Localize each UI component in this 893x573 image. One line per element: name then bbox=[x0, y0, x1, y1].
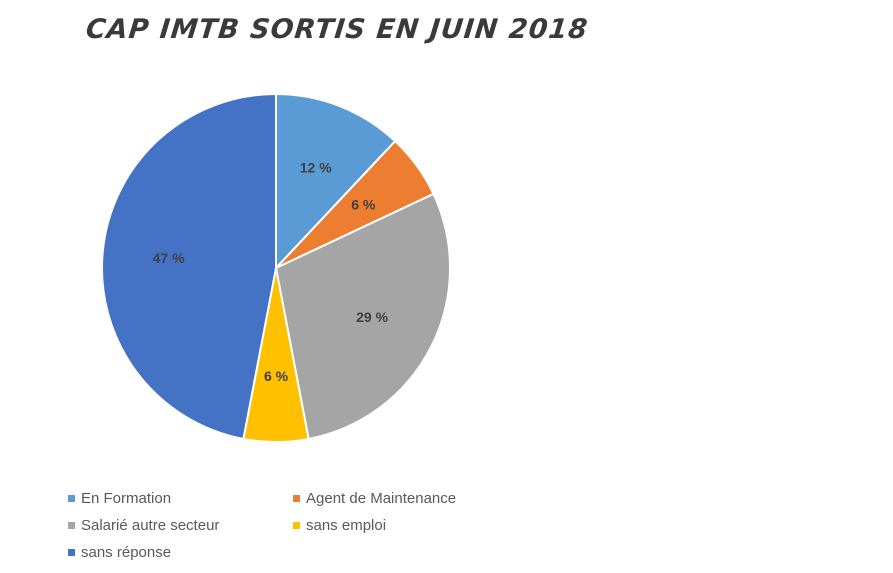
pie-slice-2 bbox=[274, 192, 452, 441]
slice-label-2: 29 % bbox=[356, 309, 388, 325]
slice-label-1: 6 % bbox=[351, 197, 376, 213]
legend-swatch bbox=[68, 494, 75, 502]
pie-slices bbox=[100, 92, 452, 444]
legend-label: sans emploi bbox=[306, 516, 387, 534]
pie-chart: 12 % 6 % 29 % 6 % 47 % bbox=[100, 92, 452, 444]
legend-item: Salarié autre secteur bbox=[68, 514, 293, 536]
legend-label: Agent de Maintenance bbox=[306, 489, 457, 507]
legend-item: Agent de Maintenance bbox=[293, 487, 518, 509]
slice-label-3: 6 % bbox=[264, 368, 289, 384]
legend-swatch bbox=[68, 548, 75, 556]
slice-label-0: 12 % bbox=[300, 160, 332, 176]
legend-label: Salarié autre secteur bbox=[81, 516, 220, 534]
legend-item: sans emploi bbox=[293, 514, 518, 536]
legend-swatch bbox=[293, 521, 300, 529]
legend-item: sans réponse bbox=[68, 541, 293, 563]
legend-label: En Formation bbox=[81, 489, 172, 507]
pie-slice-labels: 12 % 6 % 29 % 6 % 47 % bbox=[153, 160, 389, 384]
legend-item: En Formation bbox=[68, 487, 293, 509]
pie-slice-0 bbox=[275, 92, 397, 271]
legend-label: sans réponse bbox=[81, 543, 172, 561]
legend-swatch bbox=[293, 494, 300, 502]
chart-legend: En Formation Agent de Maintenance Salarié … bbox=[68, 487, 528, 563]
pie-slice-4 bbox=[100, 92, 277, 441]
slice-label-4: 47 % bbox=[153, 250, 185, 266]
legend-swatch bbox=[68, 521, 75, 529]
